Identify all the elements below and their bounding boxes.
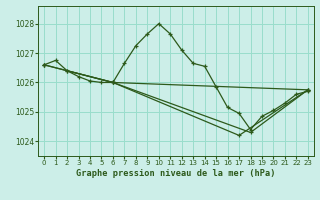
X-axis label: Graphe pression niveau de la mer (hPa): Graphe pression niveau de la mer (hPa) (76, 169, 276, 178)
